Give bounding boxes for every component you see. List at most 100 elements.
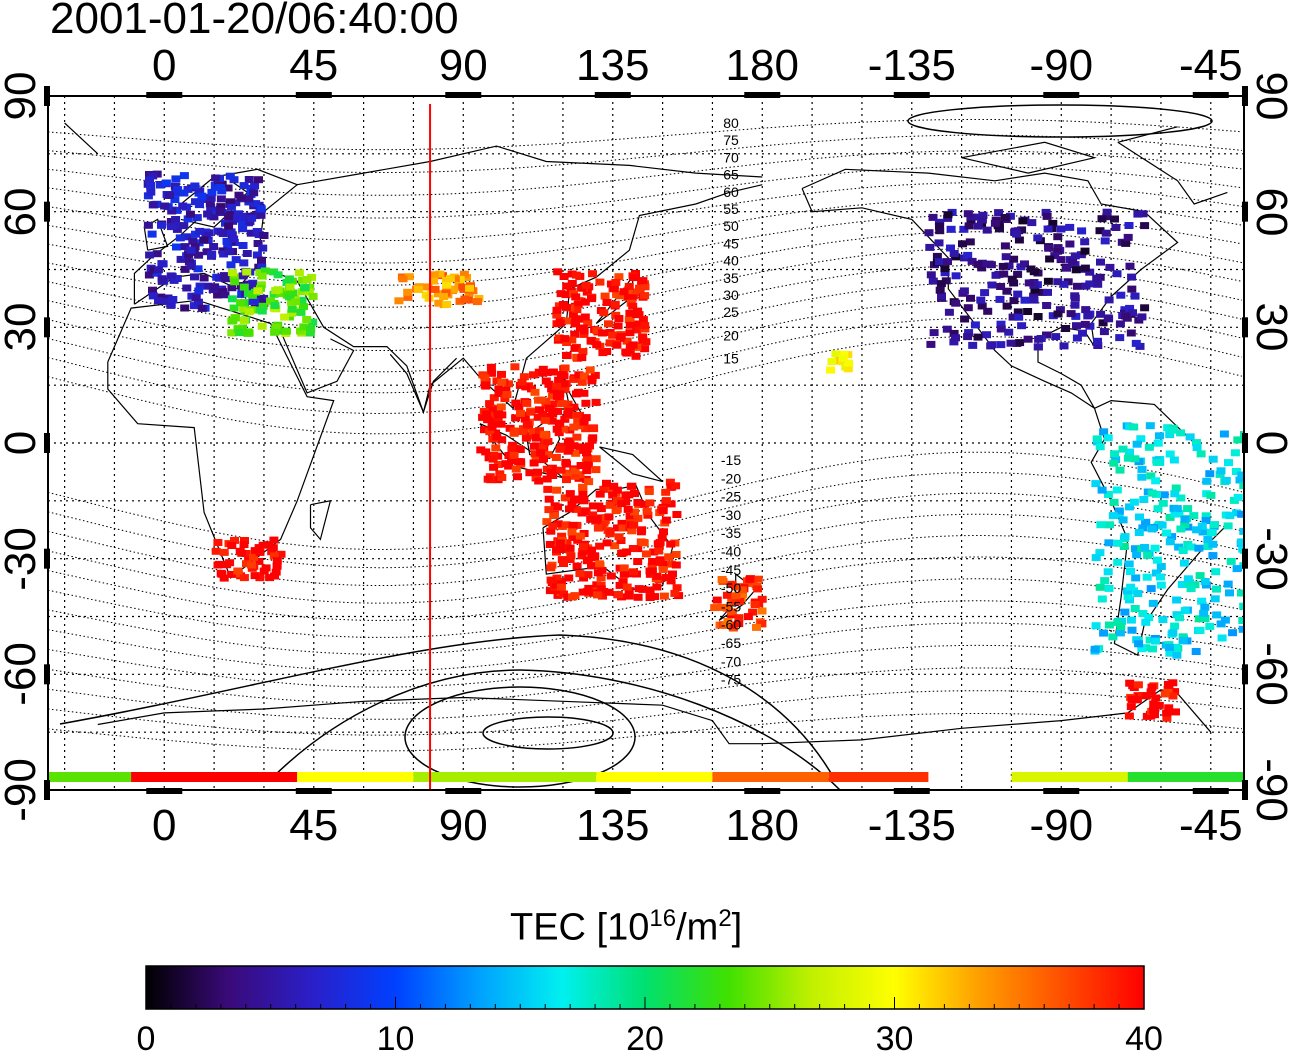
tec-cell bbox=[655, 558, 665, 566]
top-axis-tick-label: 0 bbox=[152, 41, 177, 90]
tec-cell bbox=[1153, 439, 1163, 447]
tec-cell bbox=[579, 389, 589, 397]
tec-cell bbox=[944, 308, 954, 316]
tec-cell bbox=[480, 374, 490, 382]
tec-cell bbox=[284, 313, 294, 321]
tec-cell bbox=[1150, 544, 1160, 552]
left-axis-tick-label: 30 bbox=[0, 302, 45, 352]
tec-cell bbox=[666, 577, 676, 585]
tec-cell bbox=[565, 544, 575, 552]
frame-tick-bottom bbox=[295, 788, 332, 794]
tec-cell bbox=[658, 507, 668, 515]
tec-cell bbox=[627, 294, 637, 302]
tec-cell bbox=[485, 404, 495, 412]
top-axis-tick-label: -45 bbox=[1178, 41, 1243, 90]
tec-cell bbox=[565, 505, 574, 513]
tec-cell bbox=[299, 323, 309, 331]
tec-cell bbox=[932, 252, 942, 260]
tec-cell bbox=[1070, 252, 1080, 260]
tec-cell bbox=[1171, 643, 1181, 651]
tec-cell bbox=[551, 454, 561, 461]
tec-cell bbox=[1042, 212, 1052, 220]
contour-label-south: -55 bbox=[721, 598, 741, 614]
tec-cell bbox=[1208, 540, 1218, 548]
tec-cell bbox=[1115, 334, 1125, 342]
tec-cell bbox=[238, 242, 248, 249]
tec-cell bbox=[578, 491, 588, 498]
tec-cell bbox=[572, 562, 582, 570]
contour-label-south: -25 bbox=[721, 489, 741, 505]
frame-tick-bottom bbox=[744, 788, 781, 794]
tec-cell bbox=[624, 282, 634, 290]
colorbar-title: TEC [1016/m2] bbox=[510, 905, 743, 949]
tec-cell bbox=[575, 471, 585, 479]
tec-cell bbox=[560, 494, 570, 502]
tec-cell bbox=[249, 189, 259, 197]
colorbar-tick-label: 40 bbox=[1125, 1020, 1163, 1058]
tec-cell bbox=[489, 394, 499, 402]
coastline bbox=[389, 353, 458, 414]
tec-cell bbox=[604, 320, 613, 328]
tec-cell bbox=[1083, 312, 1093, 320]
tec-cell bbox=[246, 229, 256, 237]
tec-cell bbox=[1192, 439, 1201, 447]
tec-cell bbox=[183, 215, 193, 223]
tec-cell bbox=[568, 534, 578, 541]
tec-cell bbox=[1157, 521, 1167, 529]
tec-cell bbox=[1048, 312, 1058, 320]
coastline bbox=[599, 446, 664, 483]
tec-cell bbox=[1233, 493, 1243, 501]
tec-cell bbox=[1238, 545, 1244, 553]
tec-cell bbox=[1126, 616, 1136, 624]
tec-cell bbox=[1130, 455, 1140, 463]
tec-cell bbox=[1230, 449, 1240, 457]
tec-cell bbox=[599, 309, 609, 317]
tec-cell bbox=[552, 311, 562, 319]
tec-cell bbox=[193, 265, 203, 273]
tec-cell bbox=[652, 583, 662, 591]
tec-cell bbox=[639, 539, 649, 547]
frame-tick-right bbox=[1242, 201, 1248, 222]
tec-cell bbox=[757, 595, 767, 603]
tec-cell bbox=[1129, 498, 1139, 506]
tec-cell bbox=[259, 294, 269, 302]
tec-cell bbox=[180, 243, 190, 251]
tec-cell bbox=[235, 329, 244, 337]
tec-cell bbox=[191, 294, 201, 302]
tec-cell bbox=[561, 521, 571, 529]
tec-cell bbox=[1238, 625, 1244, 633]
tec-cell bbox=[224, 222, 234, 230]
tec-cell bbox=[1149, 700, 1159, 708]
tec-cell bbox=[1189, 512, 1199, 520]
tec-cell bbox=[230, 536, 239, 544]
tec-cell bbox=[1141, 518, 1151, 526]
tec-cell bbox=[987, 281, 997, 289]
tec-cell bbox=[1110, 450, 1120, 458]
tec-cell bbox=[576, 462, 586, 469]
frame-tick-top bbox=[744, 92, 781, 98]
tec-cell bbox=[594, 502, 604, 510]
tec-cell bbox=[430, 285, 440, 293]
tec-cell bbox=[161, 179, 171, 187]
contour-label-north: 30 bbox=[723, 287, 739, 303]
tec-cell bbox=[186, 246, 196, 254]
contour-label-south: -50 bbox=[721, 580, 741, 596]
tec-cell bbox=[1093, 342, 1103, 349]
tec-cell bbox=[243, 328, 253, 336]
tec-cell bbox=[258, 244, 268, 252]
tec-cell bbox=[1121, 239, 1131, 247]
tec-cell bbox=[1202, 477, 1212, 485]
tec-cell bbox=[1105, 521, 1115, 529]
tec-cell bbox=[1118, 445, 1128, 453]
tec-cell bbox=[222, 561, 232, 569]
tec-cell bbox=[260, 267, 270, 275]
tec-cell bbox=[1164, 643, 1174, 651]
tec-cell bbox=[1121, 312, 1131, 320]
tec-cell bbox=[540, 416, 550, 424]
tec-cell bbox=[240, 537, 249, 544]
tec-cell bbox=[199, 274, 209, 282]
tec-cell bbox=[501, 460, 511, 468]
tec-cell bbox=[569, 442, 579, 450]
tec-cell bbox=[233, 213, 243, 221]
tec-cell bbox=[227, 269, 237, 277]
